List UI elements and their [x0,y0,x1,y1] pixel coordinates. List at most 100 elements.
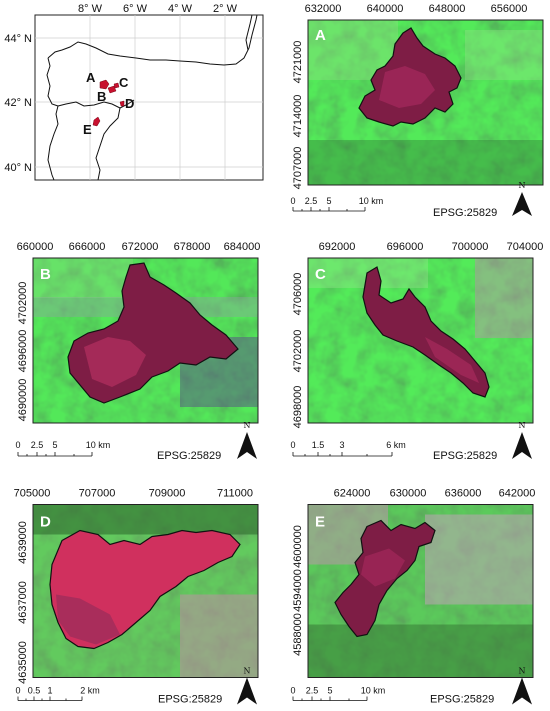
map-d: D 705000 707000 709000 711000 4639000 46… [14,488,259,706]
y-tick: 4600000 [292,525,304,568]
scale-label: 2.5 [306,686,319,696]
panel-letter-c: C [315,266,326,283]
x-tick: 656000 [491,3,528,15]
scale-label: 2 km [80,686,100,696]
map-c: C 692000 696000 700000 704000 4706000 47… [290,241,544,462]
map-e: E 624000 630000 636000 642000 4600000 45… [290,488,536,706]
burn-area-d [49,529,241,650]
fire-labels: A B C D E [83,70,134,137]
y-tick: 4690000 [17,379,29,422]
fire-label-e: E [83,122,92,137]
scale-label: 3 [339,440,344,450]
x-ticks-d: 705000 707000 709000 711000 [14,488,253,500]
panel-letter-e: E [315,514,325,531]
scale-label: 5 [52,440,57,450]
x-tick: 684000 [224,241,261,253]
burn-shadow-d [56,594,120,645]
fire-marker-e [92,116,101,127]
fire-label-b: B [97,89,106,104]
map-frame-e [307,504,534,678]
fire-marker-a [99,79,110,90]
lon-label: 4° W [168,3,193,15]
scale-bar-b: 0 2.5 5 10 km [15,440,110,457]
y-ticks-a: 4721000 4714000 4707000 [292,41,304,190]
scale-label: 10 km [361,686,386,696]
north-arrow-icon: N [237,421,257,459]
y-tick: 4721000 [292,41,304,84]
lat-label: 44° N [4,33,32,45]
fire-marker-c [113,82,120,89]
lon-labels: 8° W 6° W 4° W 2° W [78,3,238,15]
lon-label: 8° W [78,3,103,15]
lon-label: 2° W [213,3,238,15]
y-tick: 4588000 [292,613,304,656]
scale-label: 0 [290,196,295,206]
scale-bar-a: 0 2.5 5 10 km [290,196,384,212]
crs-label-d: EPSG:25829 [158,694,222,706]
y-tick: 4594000 [292,569,304,612]
burn-highlight-b [84,337,146,387]
map-frame-b [32,257,259,424]
x-tick: 707000 [79,488,116,500]
x-tick: 700000 [452,241,489,253]
scale-label: 5 [327,686,332,696]
svg-text:N: N [244,421,251,430]
crs-label-c: EPSG:25829 [433,450,497,462]
overview-frame [34,14,264,181]
x-tick: 630000 [390,488,427,500]
y-tick: 4635000 [17,641,29,684]
svg-text:N: N [244,667,251,676]
panel-letter-b: B [40,266,51,283]
y-tick: 4702000 [292,330,304,373]
map-panel-a: A 632000 640000 648000 656000 4721000 47… [275,0,550,237]
burn-highlight-e [361,548,405,587]
north-arrow-icon: N [512,667,532,705]
scale-label: 10 km [359,196,384,206]
map-frame-c [307,257,534,424]
fire-label-d: D [125,96,134,111]
y-tick: 4637000 [17,581,29,624]
y-tick: 4707000 [292,147,304,190]
lat-label: 42° N [4,97,32,109]
lat-label: 40° N [4,162,32,174]
burn-area-e [334,519,436,638]
scale-bar-e: 0 2.5 5 10 km [290,686,385,701]
y-ticks-d: 4639000 4637000 4635000 [17,521,29,684]
y-ticks-e: 4600000 4594000 4588000 [292,525,304,656]
map-b: B 660000 666000 672000 678000 684000 470… [15,241,261,462]
scale-label: 2.5 [305,196,318,206]
panel-letter-d: D [40,514,51,531]
x-tick: 666000 [69,241,106,253]
scale-label: 6 km [386,440,406,450]
x-tick: 648000 [429,3,466,15]
fire-locations [92,79,125,127]
fire-label-c: C [119,75,129,90]
x-ticks-c: 692000 696000 700000 704000 [319,241,544,253]
x-tick: 692000 [319,241,356,253]
x-tick: 705000 [14,488,51,500]
map-frame-d [32,504,259,678]
x-tick: 711000 [217,488,253,500]
scale-label: 0 [15,686,20,696]
svg-text:N: N [519,667,526,676]
fire-marker-b [107,85,117,94]
map-a: A 632000 640000 648000 656000 4721000 47… [290,3,544,219]
svg-text:N: N [519,421,526,430]
x-tick: 642000 [499,488,536,500]
map-frame-a [307,19,544,186]
lat-labels: 44° N 42° N 40° N [4,33,32,174]
y-tick: 4714000 [292,95,304,138]
y-ticks-c: 4706000 4702000 4698000 [292,273,304,429]
x-tick: 632000 [305,3,342,15]
overview-map: 8° W 6° W 4° W 2° W 44° N 42° N 40° N A … [4,3,264,181]
panel-letter-a: A [315,27,326,44]
y-tick: 4706000 [292,273,304,316]
x-tick: 640000 [367,3,404,15]
y-ticks-b: 4702000 4696000 4690000 [17,282,29,422]
x-tick: 636000 [445,488,482,500]
y-tick: 4702000 [17,282,29,325]
x-tick: 672000 [122,241,159,253]
fire-label-a: A [86,70,96,85]
scale-label: 1 [47,686,52,696]
y-tick: 4698000 [292,386,304,429]
